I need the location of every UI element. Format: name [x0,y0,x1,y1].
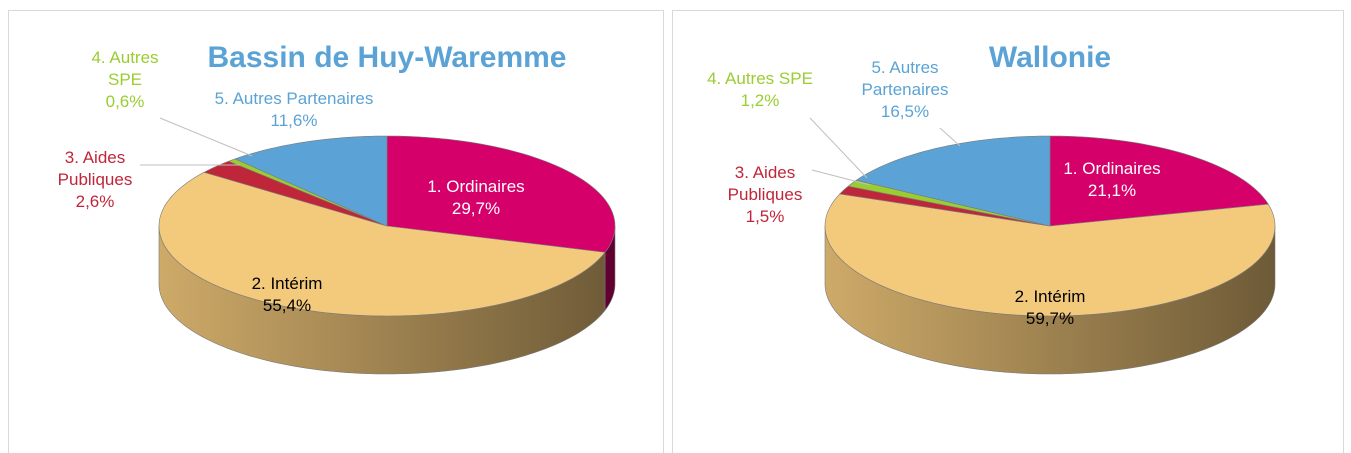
pie-slice [386,135,616,253]
leader-line [939,127,961,147]
value-label: 55,4% [262,296,312,315]
category-label: 1. Ordinaires [427,177,525,196]
data-label: 3. Aides Publiques 2,6% [40,147,150,213]
category-label: 4. Autres SPE [91,48,159,89]
data-label: 5. Autres Partenaires 11,6% [184,88,404,132]
value-label: 21,1% [1087,181,1137,200]
category-label: 3. Aides Publiques [727,163,803,204]
value-label: 11,6% [270,111,318,130]
data-label: 1. Ordinaires 29,7% [396,176,556,220]
value-label: 16,5% [880,102,930,121]
data-label: 2. Intérim 59,7% [970,286,1130,330]
data-label: 4. Autres SPE 0,6% [85,47,165,113]
leader-line [159,117,253,157]
pie-slice [203,160,388,227]
pie-slice [158,171,606,317]
data-label: 2. Intérim 55,4% [207,273,367,317]
value-label: 1,2% [740,91,780,110]
chart-title-text: Wallonie [988,41,1112,74]
pie-slice [1049,135,1269,227]
category-label: 5. Autres Partenaires [214,89,374,108]
chart-title: Bassin de Huy-Waremme [207,41,566,75]
category-label: 2. Intérim [1014,287,1086,306]
data-label: 5. Autres Partenaires 16,5% [845,57,965,123]
category-label: 4. Autres SPE [707,69,813,88]
leader-line [811,169,871,186]
panel [8,10,664,453]
data-label: 1. Ordinaires 21,1% [1032,158,1192,202]
value-label: 59,7% [1025,309,1075,328]
value-label: 29,7% [451,199,501,218]
data-label: 3. Aides Publiques 1,5% [710,162,820,228]
category-label: 1. Ordinaires [1063,159,1161,178]
panel [672,10,1344,453]
value-label: 0,6% [105,92,145,111]
value-label: 2,6% [75,192,115,211]
category-label: 5. Autres Partenaires [861,58,949,99]
leader-line [809,117,868,179]
data-label: 4. Autres SPE 1,2% [685,68,835,112]
chart-title-text: Bassin de Huy-Waremme [207,41,567,74]
pie-slice [855,135,1051,227]
pie-slice [824,193,1276,317]
chart-title: Wallonie [989,41,1111,75]
category-label: 2. Intérim [251,274,323,293]
value-label: 1,5% [745,207,785,226]
category-label: 3. Aides Publiques [57,148,133,189]
pie-slice [234,135,388,227]
